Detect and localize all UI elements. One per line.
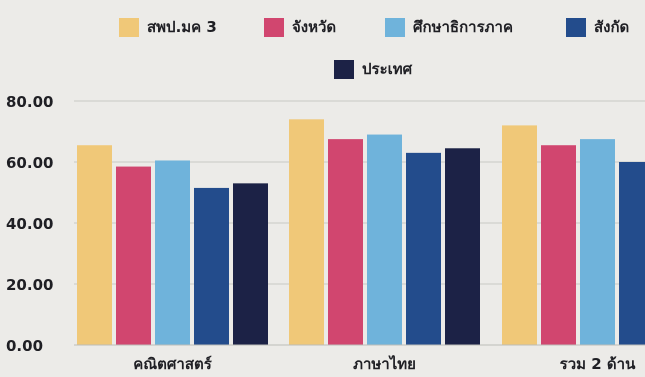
x-tick-label: รวม 2 ด้าน [560,355,636,373]
bar [328,139,363,345]
legend-item-series-2: จังหวัด [264,16,336,38]
bar [155,160,190,345]
legend-swatch-series-1 [119,17,139,37]
bar [619,162,645,345]
legend-swatch-series-5 [334,59,354,79]
legend-label-series-3: ศึกษาธิการภาค [413,18,513,36]
legend-item-series-1: สพป.มค 3 [119,16,217,38]
y-tick-label: 40.00 [6,215,53,233]
legend-label-series-1: สพป.มค 3 [147,18,217,36]
legend-item-series-4: สังกัด [566,16,629,38]
legend-swatch-series-3 [385,17,405,37]
bar [580,139,615,345]
x-tick-label: คณิตศาสตร์ [133,355,213,373]
legend-label-series-5: ประเทศ [362,60,413,78]
bar [233,183,268,345]
legend-label-series-2: จังหวัด [292,18,337,36]
bar [445,148,480,345]
legend-label-series-4: สังกัด [594,18,630,36]
bar [406,152,441,345]
bar [194,187,229,345]
bar [77,145,112,345]
legend-swatch-series-2 [264,17,284,37]
y-tick-label: 20.00 [6,276,53,294]
y-tick-label: 60.00 [6,154,53,172]
bar [116,166,151,345]
bar [367,134,402,345]
legend-item-series-3: ศึกษาธิการภาค [385,16,513,38]
y-tick-label: 0.00 [6,337,43,355]
bar [541,145,576,345]
legend-item-series-5: ประเทศ [334,58,412,80]
bar [289,119,324,345]
x-tick-label: ภาษาไทย [353,354,416,373]
legend-swatch-series-4 [566,17,586,37]
y-tick-label: 80.00 [6,93,53,111]
bar [502,125,537,346]
